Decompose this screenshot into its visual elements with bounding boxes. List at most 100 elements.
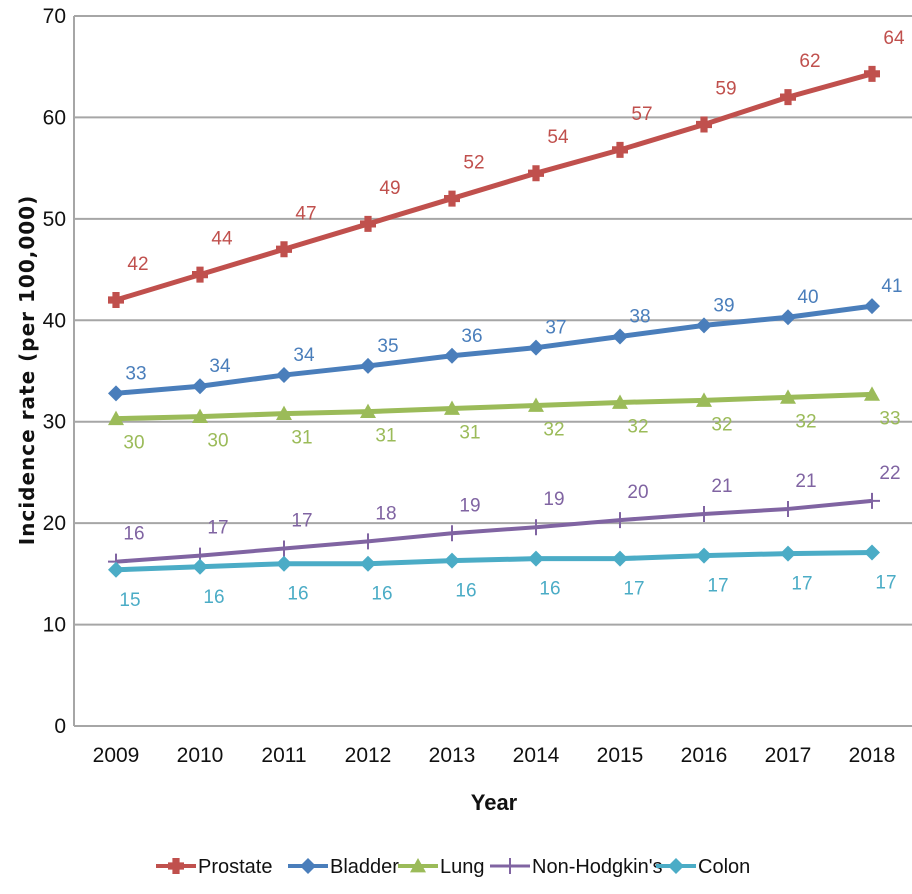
y-axis-title: Incidence rate (per 100,000) xyxy=(15,195,39,545)
data-point xyxy=(696,116,712,133)
data-label: 34 xyxy=(293,345,315,366)
legend-label: Prostate xyxy=(198,856,272,878)
series-colon: 15 16 16 16 16 16 17 17 17 17 xyxy=(108,544,897,611)
data-point xyxy=(864,298,880,315)
series-prostate: 42 44 47 49 52 54 57 59 62 64 xyxy=(108,28,905,308)
legend: Prostate Bladder Lung Non-Hodgkin's Colon xyxy=(156,856,750,878)
data-label: 17 xyxy=(875,573,896,594)
data-point xyxy=(528,397,544,412)
data-point xyxy=(612,512,628,529)
data-label: 16 xyxy=(455,581,476,602)
data-label: 16 xyxy=(539,579,560,600)
data-point xyxy=(444,552,460,569)
x-tick-label: 2017 xyxy=(765,744,812,767)
data-point xyxy=(668,858,684,874)
y-tick-label: 60 xyxy=(43,106,66,129)
data-point xyxy=(528,519,544,536)
data-label: 15 xyxy=(119,590,140,611)
data-point xyxy=(410,858,426,873)
data-point xyxy=(360,403,376,418)
y-axis: 0 10 20 30 40 50 60 70 xyxy=(43,5,75,738)
legend-label: Colon xyxy=(698,856,750,878)
data-label: 41 xyxy=(881,276,902,297)
legend-item: Lung xyxy=(398,856,485,878)
data-label: 21 xyxy=(711,476,732,497)
data-point xyxy=(276,367,292,384)
y-tick-label: 70 xyxy=(43,5,66,28)
data-point xyxy=(780,500,796,517)
data-point xyxy=(864,386,880,401)
legend-item: Bladder xyxy=(288,856,399,878)
data-label: 18 xyxy=(375,503,396,524)
data-label: 49 xyxy=(379,178,400,199)
x-tick-label: 2016 xyxy=(681,744,728,767)
x-tick-label: 2011 xyxy=(261,744,306,767)
x-tick-label: 2012 xyxy=(345,744,392,767)
data-point xyxy=(108,410,124,426)
data-label: 42 xyxy=(127,254,148,275)
data-label: 30 xyxy=(207,431,228,452)
data-point xyxy=(444,525,460,542)
data-point xyxy=(108,385,124,402)
series-line xyxy=(115,303,873,396)
data-point xyxy=(444,190,460,207)
data-label: 17 xyxy=(623,579,644,600)
data-label: 16 xyxy=(203,587,224,608)
gridlines xyxy=(74,15,912,727)
y-tick-label: 30 xyxy=(43,411,66,434)
data-label: 22 xyxy=(879,463,900,484)
data-label: 32 xyxy=(711,414,732,435)
data-point xyxy=(696,317,712,334)
data-label: 32 xyxy=(627,416,648,437)
data-point xyxy=(612,550,628,567)
x-tick-label: 2018 xyxy=(849,744,896,767)
data-label: 44 xyxy=(211,229,233,250)
data-label: 39 xyxy=(713,295,734,316)
data-label: 31 xyxy=(375,426,396,447)
data-label: 21 xyxy=(795,471,816,492)
data-label: 17 xyxy=(207,518,228,539)
data-point xyxy=(192,408,208,424)
legend-item: Colon xyxy=(656,856,750,878)
data-point xyxy=(528,339,544,356)
data-point xyxy=(528,165,544,182)
legend-label: Lung xyxy=(440,856,485,878)
data-label: 54 xyxy=(547,127,569,148)
data-point xyxy=(780,309,796,326)
x-tick-label: 2015 xyxy=(597,744,644,767)
data-point xyxy=(780,389,796,404)
data-point xyxy=(696,506,712,523)
data-point xyxy=(276,555,292,572)
data-label: 52 xyxy=(463,153,484,174)
data-label: 20 xyxy=(627,482,648,503)
data-label: 64 xyxy=(883,28,905,49)
data-label: 17 xyxy=(291,511,312,532)
data-label: 16 xyxy=(123,524,144,545)
legend-item: Non-Hodgkin's xyxy=(490,856,663,878)
data-label: 17 xyxy=(791,574,812,595)
data-label: 17 xyxy=(707,576,728,597)
legend-label: Non-Hodgkin's xyxy=(532,856,663,878)
data-point xyxy=(192,558,208,575)
data-label: 16 xyxy=(371,584,392,605)
data-label: 36 xyxy=(461,326,482,347)
data-point xyxy=(300,858,316,874)
data-point xyxy=(502,858,518,874)
data-point xyxy=(612,394,628,409)
data-point xyxy=(276,405,292,420)
data-point xyxy=(864,492,880,509)
data-point xyxy=(780,545,796,562)
data-point xyxy=(168,858,184,874)
data-label: 47 xyxy=(295,203,316,224)
data-point xyxy=(612,328,628,345)
data-point xyxy=(696,392,712,407)
data-label: 16 xyxy=(287,584,308,605)
series-lung: 30 30 31 31 31 32 32 32 32 33 xyxy=(108,386,901,454)
y-tick-label: 0 xyxy=(54,715,66,738)
data-point xyxy=(108,561,124,578)
data-point xyxy=(612,141,628,158)
data-label: 35 xyxy=(377,336,398,357)
data-point xyxy=(360,533,376,550)
y-tick-label: 20 xyxy=(43,512,66,535)
